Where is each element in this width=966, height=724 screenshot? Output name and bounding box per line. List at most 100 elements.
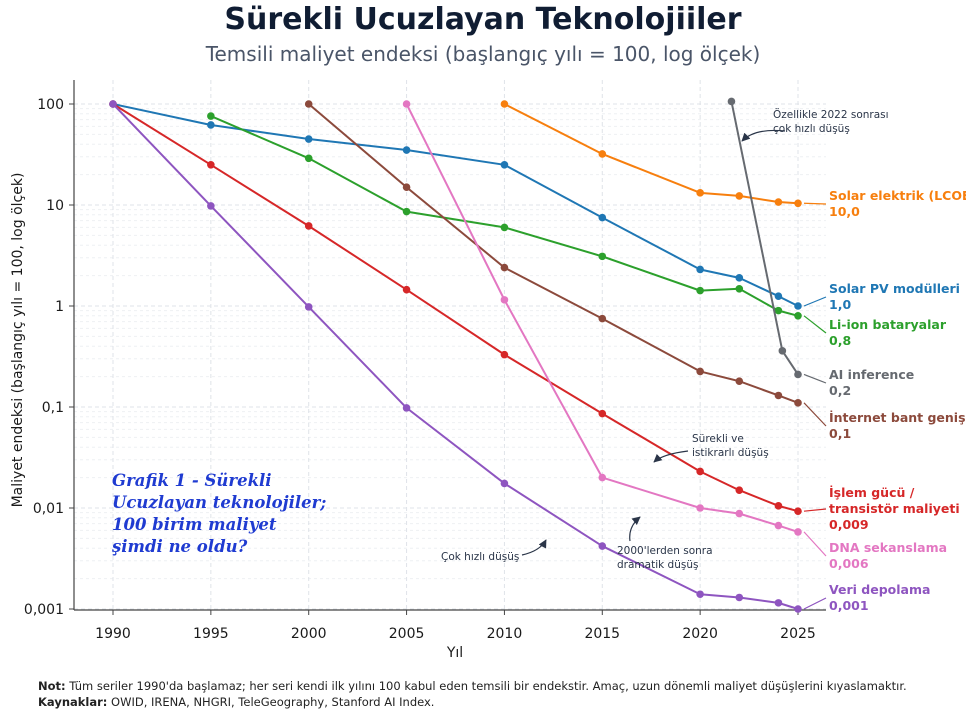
- series-6-point: [402, 100, 411, 108]
- series-6-point: [598, 473, 607, 482]
- series-4-point: [304, 100, 313, 108]
- series-2-point: [774, 306, 783, 315]
- series-4-point: [794, 399, 802, 407]
- annotation-0: Özellikle 2022 sonrası çok hızlı düşüş: [741, 108, 889, 142]
- series-leader-line: [803, 296, 827, 307]
- series-6-point: [794, 528, 802, 536]
- series-2-point: [207, 112, 215, 120]
- series-3-point: [778, 347, 787, 355]
- series-0-point: [794, 199, 802, 208]
- series-0-point: [500, 100, 509, 108]
- series-3-point: [727, 97, 736, 106]
- series-leader-line: [803, 531, 827, 557]
- series-4-point: [735, 377, 744, 386]
- y-axis-label: Maliyet endeksi (başlangıç yılı = 100, l…: [10, 173, 26, 508]
- series-3-point: [794, 370, 802, 379]
- series-6-point: [696, 504, 704, 512]
- series-5-point: [794, 507, 802, 515]
- series-value-label: 0,2: [829, 383, 851, 398]
- series-4-point: [696, 367, 704, 376]
- series-name-label: transistör maliyeti: [829, 501, 960, 516]
- series-7-point: [794, 605, 802, 613]
- sources-text: OWID, IRENA, NHGRI, TeleGeography, Stanf…: [111, 695, 435, 709]
- series-1-point: [207, 121, 215, 129]
- footer: Not: Tüm seriler 1990'da başlamaz; her s…: [38, 678, 907, 710]
- series-name-label: Solar elektrik (LCOE): [829, 188, 966, 203]
- y-tick-label: 0,01: [33, 501, 64, 517]
- series-leader-line: [803, 508, 827, 512]
- series-5-point: [598, 409, 607, 418]
- footer-note: Not: Tüm seriler 1990'da başlamaz; her s…: [38, 678, 907, 694]
- y-tick-label: 0,1: [42, 400, 64, 416]
- series-leader-line: [803, 202, 827, 205]
- chart-subtitle: Temsili maliyet endeksi (başlangıç yılı …: [205, 42, 761, 66]
- annotation-arrow: [741, 129, 786, 142]
- series-5-point: [696, 467, 704, 476]
- series-value-label: 1,0: [829, 297, 851, 312]
- annotation-text: çok hızlı düşüş: [773, 123, 850, 135]
- series-name-label: DNA sekanslama: [829, 540, 947, 555]
- series-5-point: [500, 350, 509, 359]
- series-1-point: [304, 135, 313, 143]
- series-7-line: [112, 103, 799, 610]
- series-2-point: [304, 154, 313, 163]
- series-6-point: [735, 509, 744, 518]
- series-name-label: İnternet bant genişliği: [829, 410, 966, 425]
- series-7-point: [500, 479, 509, 488]
- series-0-point: [696, 189, 704, 197]
- series-7-point: [207, 202, 215, 210]
- series-name-label: AI inference: [829, 367, 914, 382]
- sources-label: Kaynaklar:: [38, 695, 108, 709]
- series-1-point: [696, 265, 704, 274]
- series-1-point: [794, 302, 802, 310]
- series-1-point: [774, 292, 783, 301]
- series-value-label: 0,009: [829, 517, 869, 532]
- series-2-point: [696, 286, 704, 295]
- series-value-label: 0,8: [829, 333, 851, 348]
- series-3-line: [730, 101, 799, 376]
- x-tick-label: 1995: [193, 626, 229, 642]
- series-value-label: 0,006: [829, 556, 869, 571]
- series-4-line: [308, 103, 799, 404]
- series-4-point: [500, 263, 509, 272]
- y-tick-label: 0,001: [24, 602, 64, 618]
- grid-lines: [74, 80, 826, 610]
- series-5-line: [112, 103, 799, 513]
- series-7-point: [109, 100, 117, 108]
- series-6-point: [774, 521, 783, 530]
- note-label: Not:: [38, 679, 66, 693]
- series-value-label: 0,1: [829, 426, 851, 441]
- series-2-point: [735, 285, 744, 293]
- series-group: [109, 97, 802, 613]
- series-4-point: [774, 391, 783, 400]
- annotation-text: Sürekli ve: [692, 433, 744, 445]
- series-7-point: [402, 404, 411, 412]
- series-leader-line: [803, 402, 827, 427]
- series-label-4: İnternet bant genişliği0,1: [803, 402, 966, 441]
- series-name-label: İşlem gücü /: [829, 485, 915, 500]
- series-name-label: Veri depolama: [829, 582, 930, 597]
- x-tick-label: 2015: [584, 626, 620, 642]
- x-axis-label: Yıl: [446, 645, 463, 661]
- y-tick-label: 10: [46, 198, 64, 214]
- series-0-point: [735, 192, 744, 200]
- series-1-point: [402, 146, 411, 154]
- series-1-point: [735, 274, 744, 282]
- x-tick-label: 2000: [291, 626, 327, 642]
- y-tick-label: 100: [37, 97, 64, 113]
- series-2-point: [794, 311, 802, 320]
- chart-title: Sürekli Ucuzlayan Teknolojiiler: [224, 2, 742, 37]
- series-1-point: [598, 213, 607, 222]
- series-5-point: [304, 222, 313, 230]
- annotation-1: Sürekli ve istikrarlı düşüş: [653, 433, 769, 463]
- x-tick-label: 2010: [487, 626, 523, 642]
- x-tick-label: 2025: [780, 626, 816, 642]
- series-1-line: [112, 103, 799, 307]
